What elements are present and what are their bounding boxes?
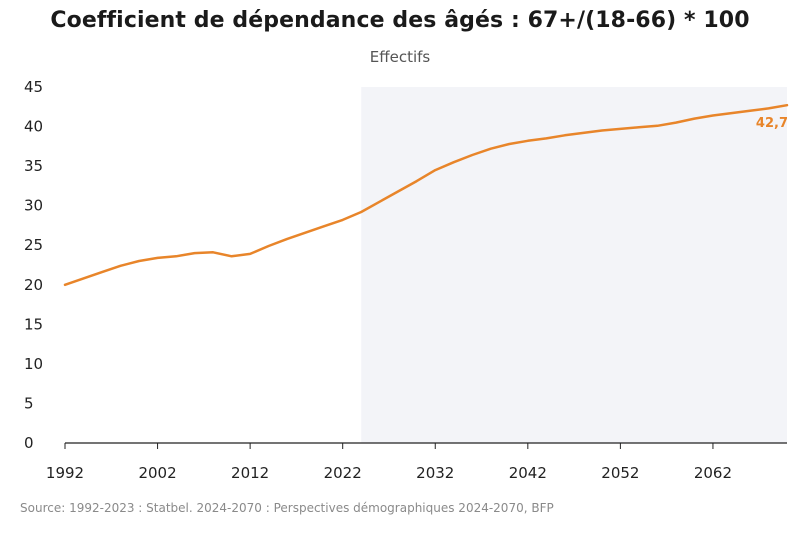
y-tick-label: 40 — [24, 118, 43, 136]
x-tick-label: 2062 — [694, 464, 732, 482]
x-tick-label: 2012 — [231, 464, 269, 482]
y-tick-label: 35 — [24, 157, 43, 175]
y-tick-label: 5 — [24, 394, 34, 412]
x-axis-ticks: 1992 2002 2012 2022 2032 2042 2052 2062 — [46, 443, 732, 482]
x-tick-label: 2052 — [601, 464, 639, 482]
y-tick-label: 25 — [24, 236, 43, 254]
x-tick-label: 2042 — [509, 464, 547, 482]
projection-shade — [361, 87, 787, 443]
y-tick-label: 45 — [24, 78, 43, 96]
y-axis-ticks: 0 5 10 15 20 25 30 35 40 45 — [24, 78, 43, 452]
y-tick-label: 30 — [24, 197, 43, 215]
series-line — [63, 103, 789, 287]
x-tick-label: 2032 — [416, 464, 454, 482]
x-tick-label: 2002 — [138, 464, 176, 482]
chart-title: Coefficient de dépendance des âgés : 67+… — [50, 8, 750, 33]
x-tick-label: 1992 — [46, 464, 84, 482]
end-value-label: 42,7 — [756, 116, 788, 131]
y-tick-label: 15 — [24, 315, 43, 333]
source-note: Source: 1992-2023 : Statbel. 2024-2070 :… — [20, 501, 554, 515]
x-tick-label: 2022 — [324, 464, 362, 482]
chart-subtitle: Effectifs — [369, 48, 431, 66]
y-tick-label: 0 — [24, 434, 34, 452]
y-tick-label: 10 — [24, 355, 43, 373]
y-tick-label: 20 — [24, 276, 43, 294]
